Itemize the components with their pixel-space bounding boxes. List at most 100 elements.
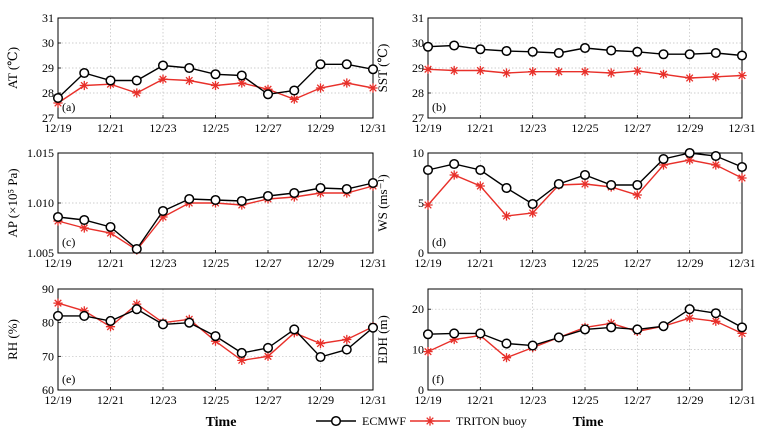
x-tick-label: 12/27 xyxy=(624,121,651,135)
y-tick-label: 0 xyxy=(418,383,424,397)
data-point-ecmwf xyxy=(157,319,169,330)
data-point-ecmwf xyxy=(736,322,748,333)
y-tick-label: 5 xyxy=(418,196,424,210)
x-tick-label: 12/23 xyxy=(149,121,176,135)
data-point-triton xyxy=(528,208,538,218)
chart-panel: 12/19 12/21 12/23 12/25 12/27 12/29 12/31 0 5 10 W… xyxy=(375,146,756,270)
data-point-ecmwf xyxy=(289,85,300,96)
data-point-triton xyxy=(289,94,299,104)
data-point-triton xyxy=(342,334,352,345)
data-point-ecmwf xyxy=(79,214,90,226)
y-axis-label: RH (%) xyxy=(5,319,20,360)
data-point-ecmwf xyxy=(501,182,512,194)
data-point-ecmwf xyxy=(422,329,434,340)
legend-marker-triton xyxy=(425,416,435,426)
data-point-ecmwf xyxy=(606,322,617,333)
data-point-triton xyxy=(632,66,642,76)
data-point-ecmwf xyxy=(236,70,247,81)
charts-container: 12/19 12/21 12/23 12/25 12/27 12/29 12/31 27 28 2… xyxy=(5,11,756,407)
x-tick-label: 12/29 xyxy=(307,393,334,407)
legend-marker-ecmwf xyxy=(330,415,342,427)
data-point-triton xyxy=(475,65,485,76)
data-point-triton xyxy=(449,65,459,76)
data-point-ecmwf xyxy=(262,342,274,353)
x-tick-label: 12/27 xyxy=(624,393,651,407)
data-point-ecmwf xyxy=(422,41,434,52)
data-point-ecmwf xyxy=(632,324,643,335)
data-point-ecmwf xyxy=(501,338,512,349)
x-tick-label: 12/31 xyxy=(728,256,755,270)
panel-label: (b) xyxy=(432,100,446,114)
data-point-ecmwf xyxy=(710,47,721,59)
y-tick-label: 27 xyxy=(412,111,424,125)
data-point-ecmwf xyxy=(52,310,64,321)
data-point-triton xyxy=(158,212,168,222)
data-point-triton xyxy=(580,67,590,77)
y-tick-label: 1.015 xyxy=(27,146,54,160)
data-point-ecmwf xyxy=(315,351,326,363)
y-axis-label: EDH (m) xyxy=(375,315,390,364)
legend-star-shape xyxy=(425,416,435,426)
data-point-ecmwf xyxy=(52,211,64,223)
data-point-triton xyxy=(132,299,142,309)
data-point-triton xyxy=(158,74,168,84)
x-axis-title-left: Time xyxy=(206,415,237,430)
y-tick-label: 70 xyxy=(42,349,54,363)
data-point-triton xyxy=(737,328,747,338)
x-tick-label: 12/23 xyxy=(519,256,546,270)
data-point-triton xyxy=(737,70,747,81)
data-point-ecmwf xyxy=(315,182,326,194)
legend-label-triton: TRITON buoy xyxy=(456,414,527,428)
chart-panel: 12/19 12/21 12/23 12/25 12/27 12/29 12/31 27 28 2… xyxy=(5,11,387,135)
x-tick-label: 12/29 xyxy=(676,121,703,135)
data-point-triton xyxy=(449,170,459,180)
data-point-triton xyxy=(53,298,63,308)
data-point-ecmwf xyxy=(367,322,379,333)
x-tick-label: 12/31 xyxy=(359,121,386,135)
data-point-triton xyxy=(711,160,721,170)
data-point-triton xyxy=(105,228,116,238)
data-point-ecmwf xyxy=(236,195,247,207)
x-tick-label: 12/29 xyxy=(676,256,703,270)
x-tick-label: 12/21 xyxy=(97,256,124,270)
data-point-ecmwf xyxy=(262,190,274,202)
y-tick-label: 60 xyxy=(42,383,54,397)
data-point-triton xyxy=(132,88,142,98)
x-tick-label: 12/23 xyxy=(519,121,546,135)
y-tick-label: 90 xyxy=(42,282,54,296)
data-point-ecmwf xyxy=(289,324,300,335)
data-point-ecmwf xyxy=(236,347,247,359)
data-point-ecmwf xyxy=(449,158,460,170)
data-point-ecmwf xyxy=(579,42,591,54)
plot-frame xyxy=(57,288,374,391)
data-point-ecmwf xyxy=(367,177,379,189)
data-point-triton xyxy=(685,73,695,83)
data-point-ecmwf xyxy=(79,67,90,79)
y-axis-label: AP (×10⁵ Pa) xyxy=(5,168,20,237)
data-point-ecmwf xyxy=(658,321,669,332)
data-point-ecmwf xyxy=(449,328,460,339)
data-point-ecmwf xyxy=(553,47,564,59)
x-tick-label: 12/23 xyxy=(149,393,176,407)
panel-label: (d) xyxy=(432,235,446,249)
data-point-triton xyxy=(606,68,616,78)
y-tick-label: 80 xyxy=(42,316,54,330)
data-point-ecmwf xyxy=(684,49,695,60)
chart-panel: 12/19 12/21 12/23 12/25 12/27 12/29 12/31 60 70 8… xyxy=(5,282,387,407)
data-point-ecmwf xyxy=(579,324,591,335)
panel-label: (c) xyxy=(62,235,75,249)
x-tick-label: 12/31 xyxy=(728,121,755,135)
data-point-ecmwf xyxy=(527,198,538,210)
data-point-ecmwf xyxy=(632,46,643,57)
data-point-ecmwf xyxy=(736,161,748,173)
data-point-ecmwf xyxy=(184,317,195,328)
data-point-ecmwf xyxy=(579,169,591,181)
data-point-ecmwf xyxy=(157,205,169,217)
x-axis-title-right: Time xyxy=(573,415,604,430)
data-point-ecmwf xyxy=(131,304,142,315)
y-tick-label: 10 xyxy=(412,146,424,160)
data-point-triton xyxy=(528,67,538,77)
data-point-ecmwf xyxy=(131,243,142,255)
data-point-triton xyxy=(554,67,564,77)
data-point-ecmwf xyxy=(710,308,721,319)
